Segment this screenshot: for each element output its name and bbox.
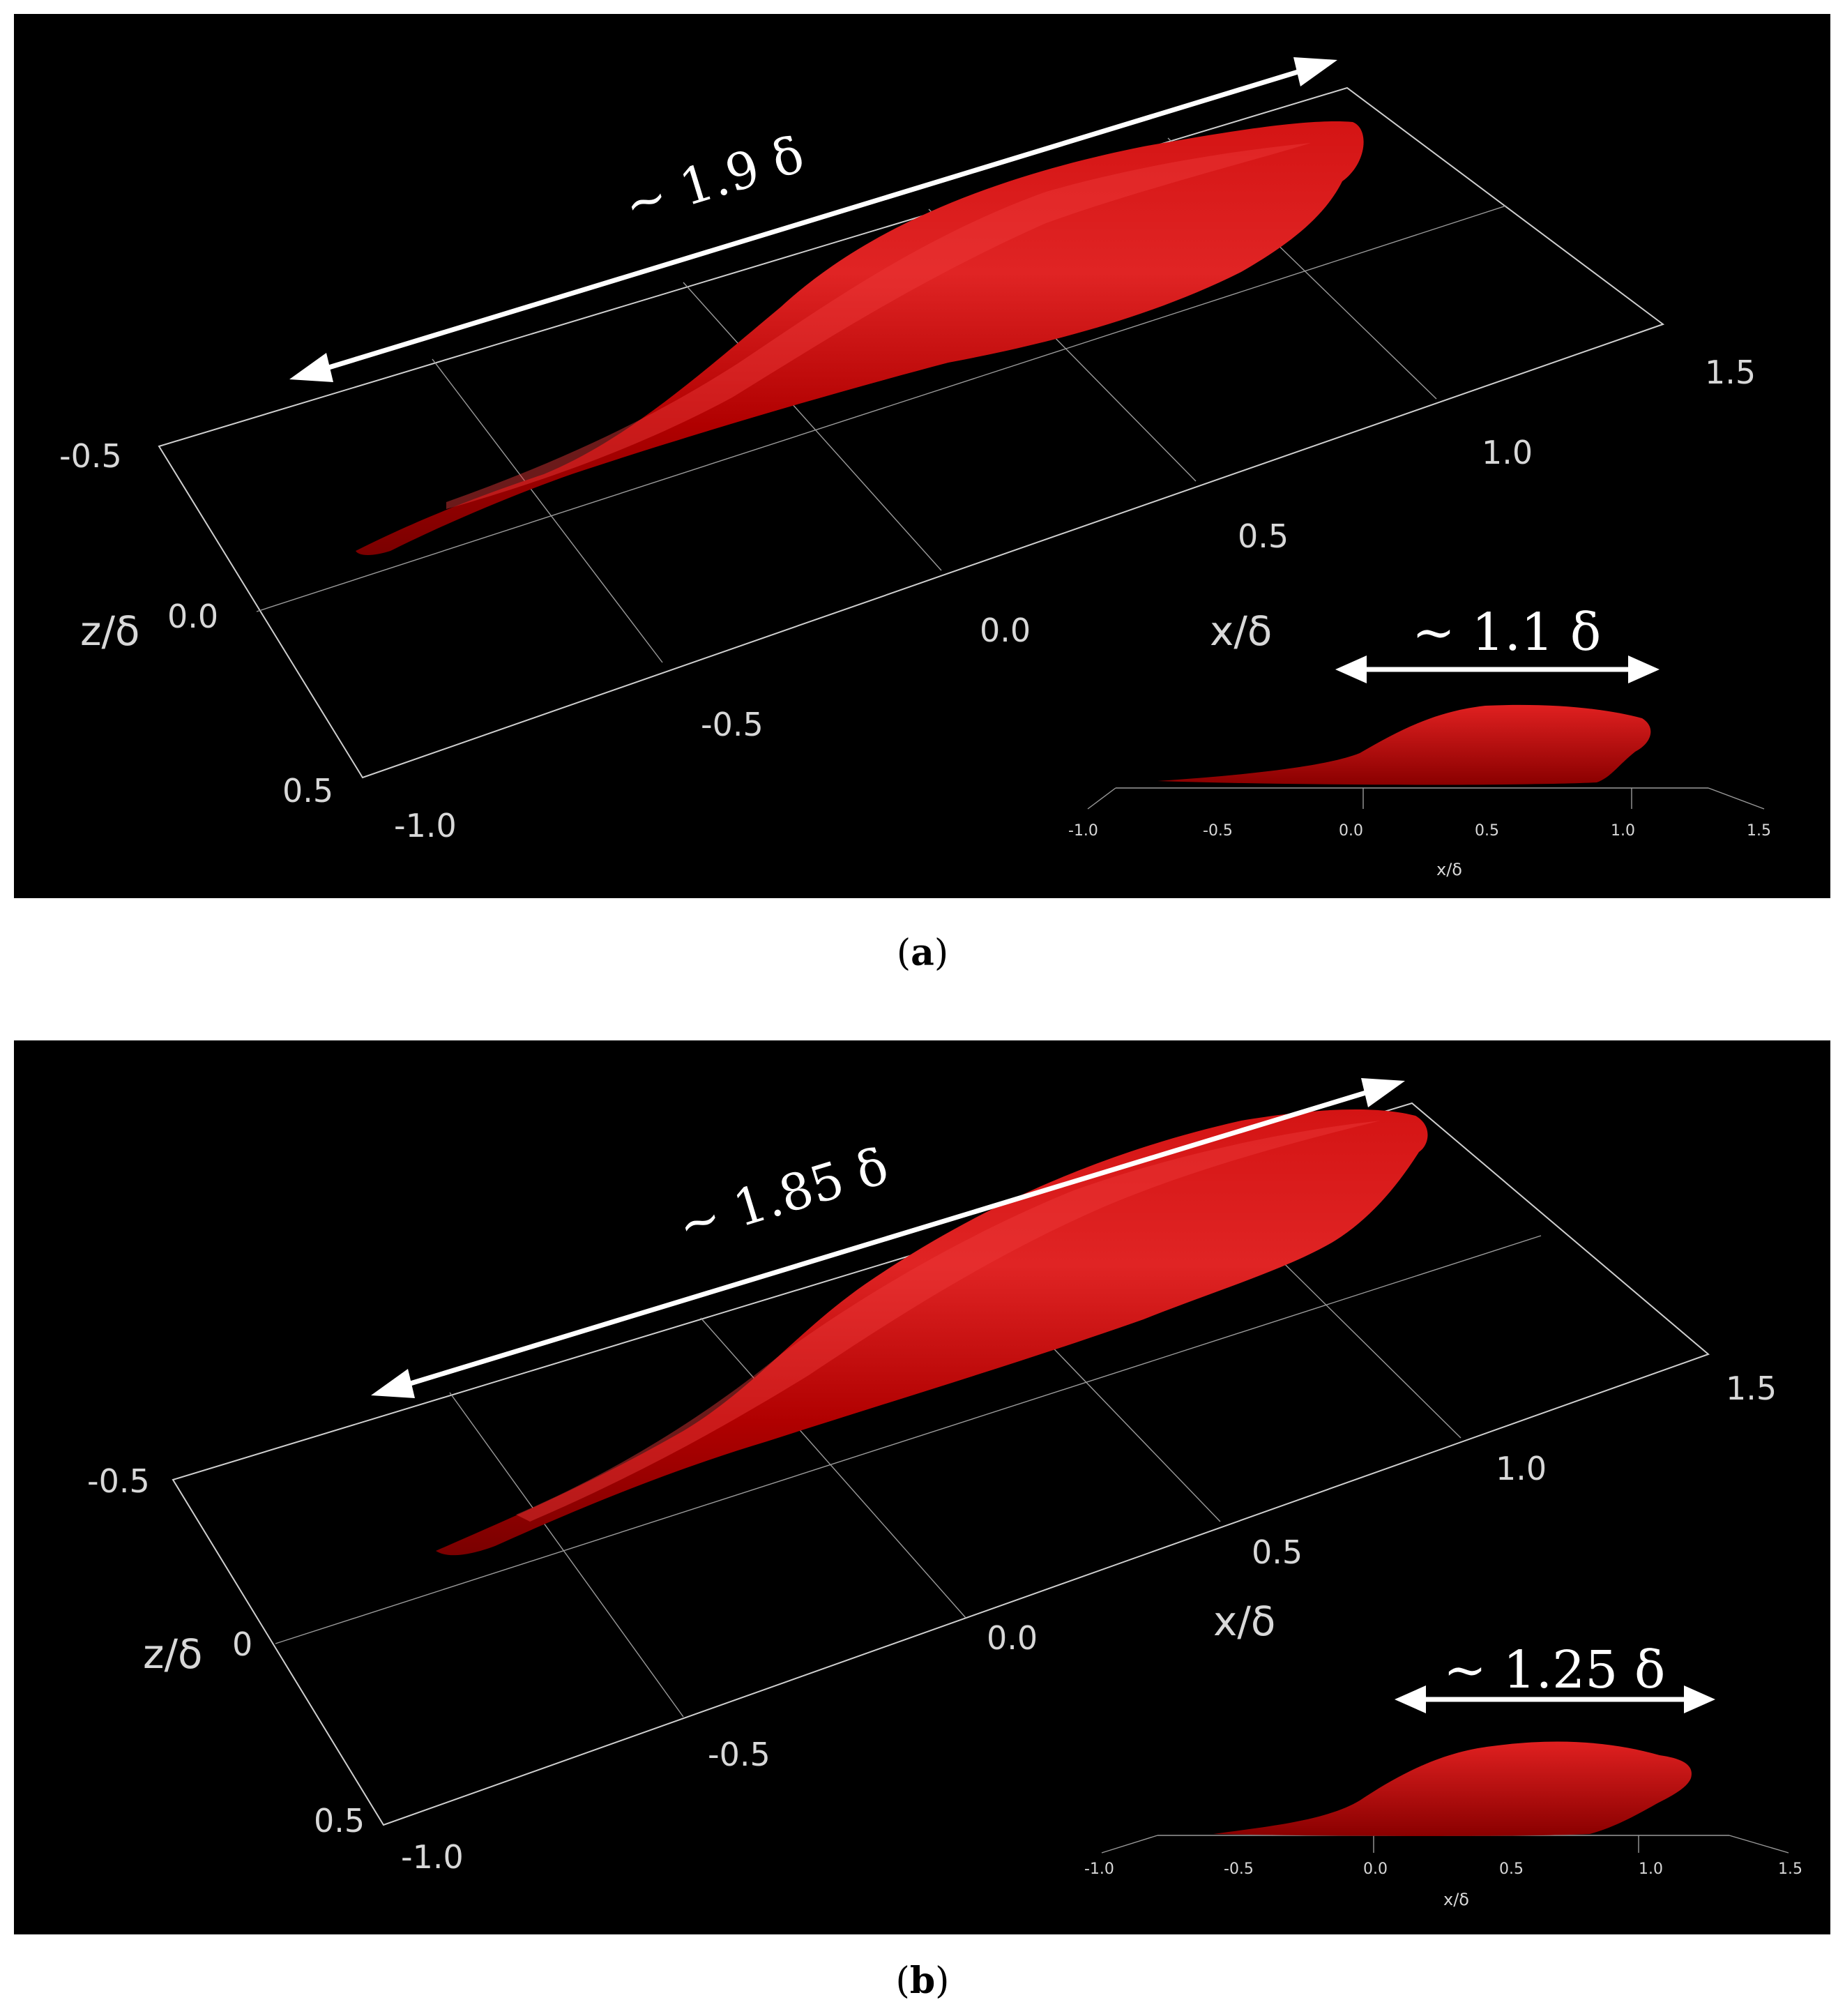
panel-a-plot: ~ 1.9 δ z/δ x/δ -0.5 0.0 0.5 -1.0 -0.5 0…	[14, 14, 1830, 898]
z-tick: -0.5	[59, 437, 122, 475]
inset-x-tick: -0.5	[1224, 1860, 1254, 1878]
x-tick: 0.0	[980, 612, 1031, 649]
caption-a: (a)	[896, 932, 949, 974]
inset-x-tick: -1.0	[1084, 1860, 1114, 1878]
inset-x-tick: 0.0	[1363, 1860, 1388, 1878]
caption-b-label: b	[909, 1960, 936, 2002]
inset-x-tick: 1.5	[1747, 822, 1771, 840]
x-axis-label: x/δ	[1210, 607, 1272, 655]
inset-x-tick: 1.0	[1611, 822, 1635, 840]
grid-plane	[172, 1102, 1710, 1826]
z-axis-label: z/δ	[80, 607, 139, 655]
z-tick: 0.0	[167, 598, 218, 635]
inset-length-annotation: ~ 1.1 δ	[1412, 602, 1601, 662]
inset-side-view: -1.0 -0.5 0.0 0.5 1.0 1.5 x/δ	[1084, 1741, 1802, 1909]
inset-x-tick: 1.5	[1778, 1860, 1802, 1878]
panel-b-plot: ~ 1.85 δ z/δ x/δ -0.5 0 0.5 -1.0 -0.5 0.…	[14, 1040, 1830, 1934]
x-tick: -1.0	[401, 1838, 464, 1876]
x-tick: 0.5	[1238, 517, 1289, 555]
z-tick: 0	[232, 1625, 252, 1663]
inset-x-tick: 0.5	[1499, 1860, 1524, 1878]
inset-side-view: -1.0 -0.5 0.0 0.5 1.0 1.5 x/δ	[1068, 704, 1771, 879]
inset-x-tick: -0.5	[1203, 822, 1233, 840]
coherent-structure	[356, 121, 1364, 555]
main-length-annotation: ~ 1.9 δ	[617, 125, 810, 235]
x-tick: 1.0	[1496, 1450, 1547, 1487]
z-tick: 0.5	[282, 772, 333, 810]
z-tick: 0.5	[314, 1802, 365, 1840]
x-tick: 1.5	[1726, 1370, 1777, 1407]
main-length-arrow	[371, 1078, 1405, 1398]
x-tick: 0.5	[1252, 1533, 1303, 1571]
x-tick: -0.5	[701, 706, 764, 743]
z-tick: -0.5	[87, 1462, 150, 1500]
inset-x-tick: 1.0	[1639, 1860, 1663, 1878]
inset-x-tick: -1.0	[1068, 822, 1098, 840]
x-tick: 0.0	[987, 1619, 1038, 1657]
x-tick: -0.5	[708, 1736, 770, 1773]
main-length-arrow	[289, 57, 1337, 382]
x-axis-label: x/δ	[1213, 1598, 1275, 1645]
inset-x-tick: 0.5	[1475, 822, 1499, 840]
caption-b: (b)	[895, 1960, 950, 2002]
inset-length-arrow	[1395, 1685, 1715, 1713]
coherent-structure	[436, 1109, 1428, 1556]
main-length-annotation: ~ 1.85 δ	[671, 1136, 895, 1255]
x-tick: -1.0	[394, 807, 457, 844]
inset-length-arrow	[1335, 655, 1660, 683]
inset-length-annotation: ~ 1.25 δ	[1443, 1640, 1665, 1700]
inset-x-label: x/δ	[1436, 860, 1462, 879]
inset-x-label: x/δ	[1443, 1890, 1469, 1909]
x-tick: 1.5	[1705, 354, 1756, 391]
x-tick: 1.0	[1482, 434, 1533, 471]
z-axis-label: z/δ	[143, 1630, 202, 1678]
caption-a-label: a	[911, 932, 934, 974]
inset-x-tick: 0.0	[1339, 822, 1363, 840]
